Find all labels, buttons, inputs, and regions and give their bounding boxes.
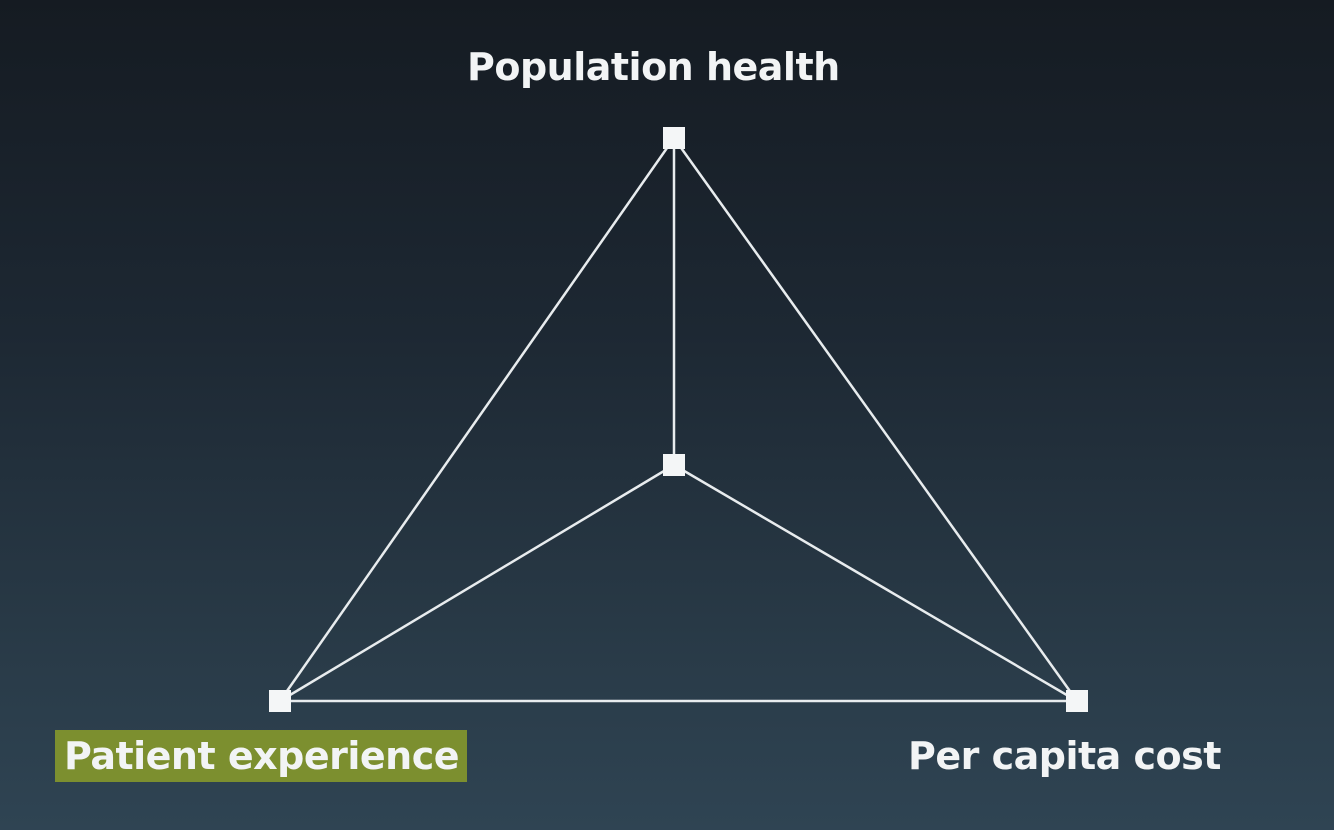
per-capita-cost-label: Per capita cost xyxy=(908,734,1221,778)
edge-center-right xyxy=(673,463,1078,703)
edges xyxy=(278,137,1079,703)
patient-experience-label: Patient experience xyxy=(55,730,468,782)
edge-top-left xyxy=(278,137,676,702)
edge-top-right xyxy=(672,137,1079,702)
population-health-label: Population health xyxy=(467,45,840,89)
node-center xyxy=(663,454,685,476)
node-right xyxy=(1066,690,1088,712)
nodes xyxy=(269,127,1088,712)
node-left xyxy=(269,690,291,712)
edge-center-left xyxy=(279,463,675,703)
node-top xyxy=(663,127,685,149)
